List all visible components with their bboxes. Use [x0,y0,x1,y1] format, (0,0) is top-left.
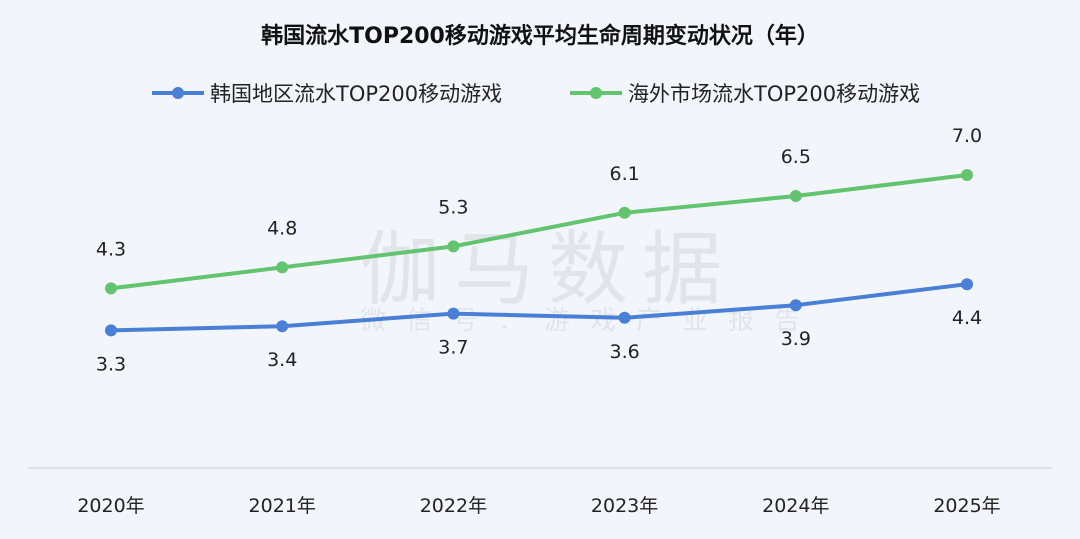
legend-item-overseas: 海外市场流水TOP200移动游戏 [570,78,920,108]
data-label: 4.3 [96,238,126,260]
data-label: 4.8 [267,217,297,239]
data-label: 6.5 [781,146,811,168]
data-point [789,190,802,202]
watermark-logo: 伽马数据 [360,223,736,316]
series-line-0 [110,282,968,333]
chart-title: 韩国流水TOP200移动游戏平均生命周期变动状况（年） [261,24,819,49]
legend-marker-overseas [570,87,622,99]
data-point [961,169,973,181]
data-label: 3.4 [267,349,297,371]
x-tick-label: 2020年 [77,495,144,517]
data-label: 7.0 [952,125,982,147]
data-point [447,240,460,253]
data-point [105,324,117,337]
data-label: 3.9 [781,328,811,350]
data-point [447,307,460,320]
legend-item-korea: 韩国地区流水TOP200移动游戏 [152,78,502,108]
data-label: 3.7 [438,337,468,359]
data-label: 3.6 [609,341,639,363]
data-label: 4.4 [952,307,982,329]
data-label: 3.3 [96,353,126,375]
data-point [618,206,631,219]
data-point [276,320,289,333]
data-point [618,311,631,324]
data-label: 5.3 [438,196,468,218]
legend-label-overseas: 海外市场流水TOP200移动游戏 [628,82,921,106]
data-point [961,278,973,291]
x-tick-label: 2022年 [420,495,487,517]
legend-marker-korea [152,87,204,99]
data-point [789,299,802,312]
data-point [105,282,117,295]
data-point [276,261,289,274]
data-label: 6.1 [609,163,639,185]
series-line-1 [110,173,968,291]
legend-label-korea: 韩国地区流水TOP200移动游戏 [210,82,503,106]
x-tick-label: 2024年 [762,495,829,517]
x-tick-label: 2021年 [249,495,316,517]
x-tick-label: 2023年 [591,495,658,517]
x-tick-label: 2025年 [933,495,1000,517]
